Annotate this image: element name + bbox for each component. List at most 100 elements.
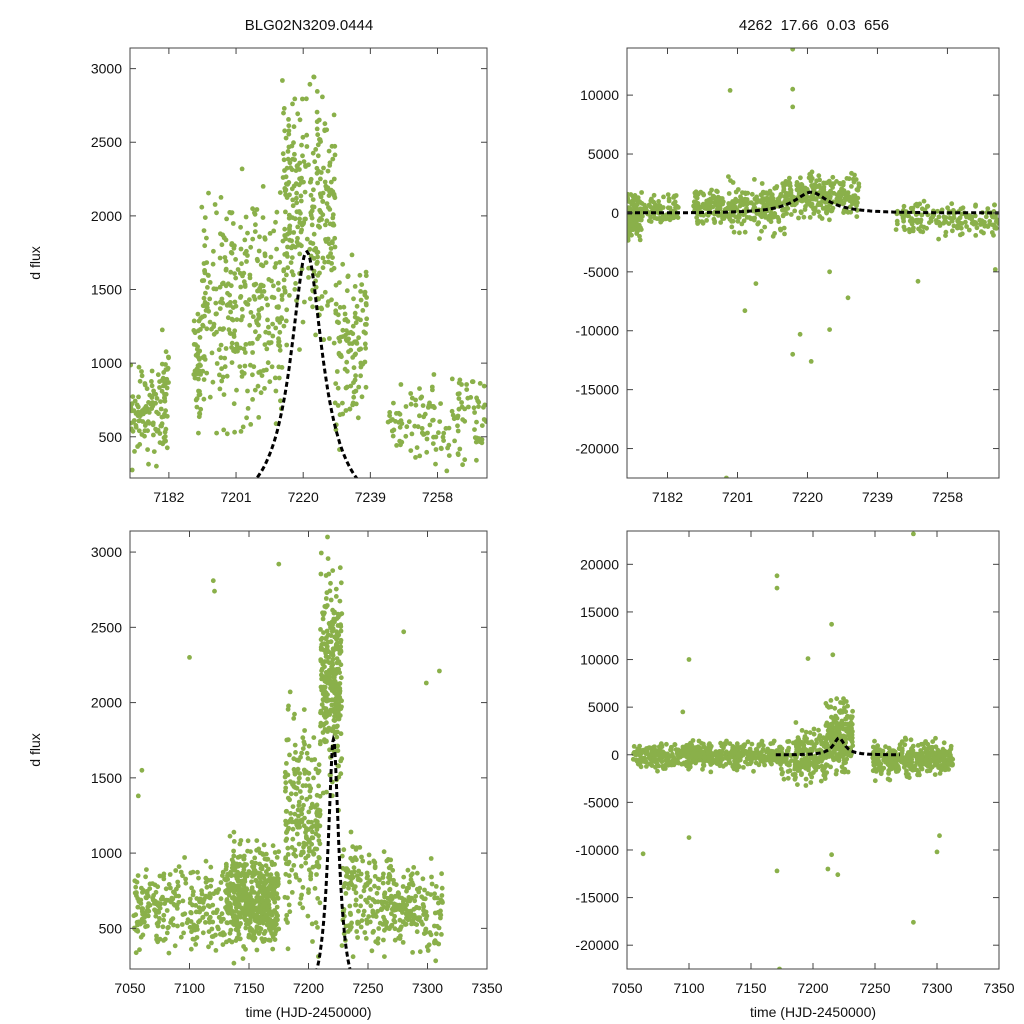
data-point (353, 351, 358, 357)
data-point (334, 635, 340, 641)
data-point (319, 306, 325, 312)
data-point (307, 794, 313, 800)
data-point (351, 865, 357, 871)
data-point (272, 937, 278, 942)
data-point (279, 293, 285, 298)
data-point (183, 880, 189, 886)
data-point (208, 864, 214, 870)
data-point (256, 322, 261, 328)
data-point (665, 751, 670, 757)
data-point (320, 610, 325, 616)
data-point (139, 767, 145, 773)
data-point (781, 225, 787, 231)
data-point (217, 284, 223, 290)
data-point (297, 877, 302, 883)
data-point (290, 203, 296, 209)
data-point (400, 940, 406, 945)
data-point (294, 239, 300, 245)
data-point (920, 229, 926, 235)
data-point (349, 252, 355, 258)
data-point (324, 590, 330, 596)
data-point (301, 739, 307, 745)
data-point (916, 226, 921, 232)
data-point (202, 357, 208, 362)
data-point (316, 117, 322, 123)
data-point (787, 175, 792, 181)
data-point (745, 761, 751, 767)
data-point (366, 860, 372, 866)
data-point (324, 670, 330, 675)
data-point (274, 304, 280, 310)
data-point (640, 213, 645, 219)
data-point (362, 930, 368, 935)
data-point (231, 853, 237, 859)
data-point (210, 578, 216, 584)
data-point (292, 96, 298, 102)
data-point (174, 886, 179, 892)
data-point (286, 123, 292, 129)
data-point (320, 265, 326, 271)
data-point (161, 912, 167, 918)
data-point (794, 739, 799, 744)
data-point (742, 308, 748, 314)
data-point (232, 349, 238, 354)
data-point (333, 691, 339, 697)
data-point (787, 190, 792, 196)
data-point (301, 159, 307, 165)
data-points (131, 534, 445, 966)
data-point (214, 361, 220, 366)
data-point (197, 335, 203, 340)
data-point (727, 741, 733, 746)
data-point (381, 871, 386, 877)
data-point (327, 697, 332, 703)
data-point (838, 721, 844, 727)
data-point (305, 776, 311, 782)
data-point (841, 180, 846, 185)
data-point (415, 424, 421, 430)
data-point (787, 760, 792, 765)
data-point (329, 261, 334, 266)
data-point (217, 915, 222, 920)
y-tick-label: 0 (611, 205, 619, 221)
data-point (634, 231, 640, 236)
data-point (344, 873, 350, 878)
data-point (310, 197, 316, 203)
y-tick-label: 500 (99, 920, 123, 936)
data-point (228, 283, 234, 289)
data-point (206, 273, 211, 278)
data-point (348, 855, 354, 861)
data-point (310, 150, 316, 156)
data-point (134, 402, 140, 408)
data-point (352, 339, 357, 345)
data-point (340, 334, 346, 339)
data-point (133, 950, 139, 956)
data-point (330, 255, 335, 260)
data-point (311, 256, 317, 261)
data-point (279, 297, 285, 302)
data-point (334, 369, 340, 374)
data-point (161, 414, 167, 419)
data-point (206, 190, 211, 196)
data-point (769, 192, 775, 198)
data-point (731, 766, 737, 772)
x-tick-label: 7258 (422, 489, 453, 505)
data-point (286, 117, 291, 122)
data-point (160, 924, 166, 930)
data-point (216, 347, 222, 353)
data-point (808, 755, 814, 760)
data-point (314, 109, 320, 115)
data-point (213, 948, 219, 953)
data-point (324, 218, 330, 224)
data-point (694, 195, 700, 201)
data-point (135, 904, 141, 910)
data-point (228, 269, 234, 275)
data-point (193, 352, 199, 358)
data-point (816, 173, 822, 179)
data-point (390, 433, 396, 439)
data-point (207, 394, 213, 400)
data-point (459, 400, 464, 405)
data-point (265, 904, 271, 910)
data-point (331, 112, 337, 118)
data-point (340, 261, 346, 267)
data-point (276, 375, 282, 381)
